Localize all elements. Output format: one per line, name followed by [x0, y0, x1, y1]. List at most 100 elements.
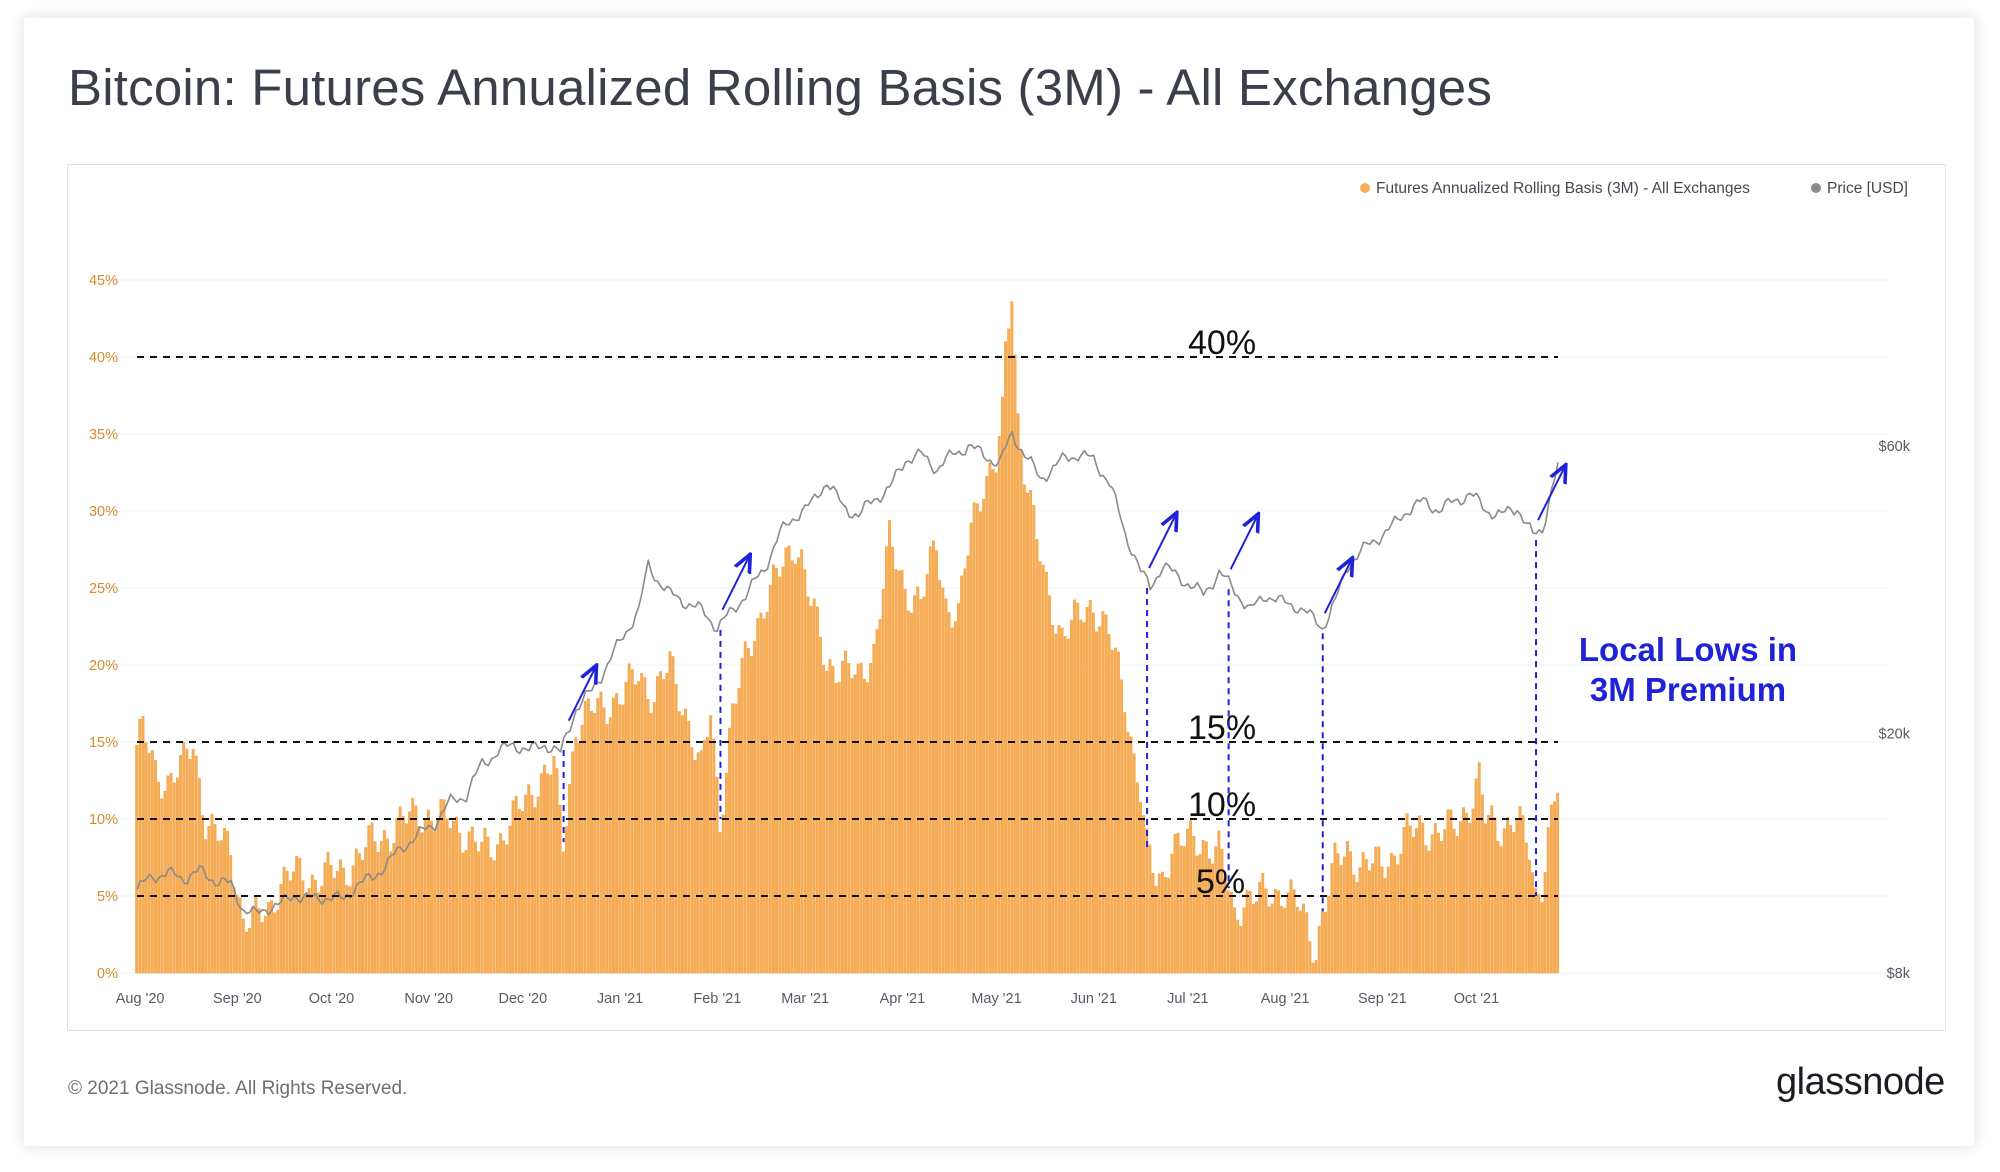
- bar: [270, 900, 273, 974]
- bar: [1418, 815, 1422, 974]
- bar: [1389, 852, 1393, 974]
- bar: [1556, 792, 1560, 974]
- bar: [1411, 836, 1415, 974]
- bar: [138, 718, 142, 974]
- bar: [1277, 890, 1280, 974]
- bar: [787, 545, 791, 974]
- bar: [1214, 846, 1218, 974]
- bar: [1509, 825, 1513, 974]
- legend-swatch-basis: [1360, 183, 1370, 193]
- bar: [991, 469, 995, 974]
- bar: [715, 776, 719, 974]
- bar: [1531, 872, 1534, 974]
- bar: [251, 906, 255, 974]
- left-axis-tick: 20%: [89, 658, 118, 674]
- bar: [1336, 853, 1340, 974]
- bar: [1154, 886, 1158, 974]
- bar: [1001, 396, 1004, 974]
- bar: [517, 808, 521, 974]
- left-axis-tick: 35%: [89, 427, 118, 443]
- bar: [295, 855, 299, 974]
- bar: [376, 851, 380, 974]
- bar: [837, 682, 841, 974]
- bar: [1157, 873, 1161, 974]
- bar: [229, 854, 233, 974]
- bar: [709, 715, 713, 974]
- bar: [361, 860, 364, 974]
- bar: [561, 851, 565, 974]
- bar: [461, 852, 465, 974]
- bar: [1051, 625, 1055, 974]
- bar: [1408, 825, 1412, 974]
- bar: [721, 814, 725, 974]
- bar: [1041, 564, 1045, 974]
- bar: [935, 550, 938, 974]
- bar: [298, 857, 302, 974]
- bar: [383, 829, 386, 974]
- bar: [555, 768, 559, 974]
- bar: [1289, 879, 1293, 974]
- bar: [897, 570, 901, 974]
- bar: [1211, 863, 1215, 974]
- bar: [367, 825, 371, 974]
- bar: [1019, 449, 1023, 974]
- bar: [580, 724, 584, 974]
- bar: [979, 511, 982, 974]
- bar: [743, 641, 747, 974]
- bar: [982, 499, 986, 974]
- bar: [1208, 858, 1211, 974]
- x-axis-tick: Aug '20: [116, 991, 165, 1007]
- x-axis-tick: Jan '21: [597, 991, 643, 1007]
- bar: [499, 832, 502, 974]
- bar: [1223, 877, 1227, 974]
- bar: [693, 759, 697, 974]
- bar: [464, 849, 468, 974]
- bar: [718, 832, 722, 974]
- bar: [1405, 813, 1409, 974]
- bar: [637, 681, 640, 974]
- bar: [699, 750, 703, 974]
- legend-swatch-price: [1811, 183, 1821, 193]
- x-axis-tick: Jun '21: [1071, 991, 1117, 1007]
- x-axis-tick: Nov '20: [404, 991, 453, 1007]
- bar: [605, 724, 609, 974]
- trend-arrow: [567, 669, 595, 722]
- bar: [806, 596, 810, 974]
- reference-lines: [137, 356, 1558, 897]
- bar: [1170, 853, 1174, 974]
- bar: [533, 807, 537, 974]
- chart-card: Bitcoin: Futures Annualized Rolling Basi…: [24, 18, 1974, 1146]
- bar: [241, 918, 245, 974]
- bar: [966, 555, 970, 974]
- bar: [445, 818, 449, 974]
- bar: [1076, 602, 1080, 974]
- bar: [364, 847, 368, 974]
- bar: [486, 836, 490, 974]
- trend-arrow: [1148, 516, 1175, 569]
- copyright-text: © 2021 Glassnode. All Rights Reserved.: [68, 1078, 408, 1099]
- bar: [1201, 839, 1205, 974]
- reference-label: 10%: [1188, 786, 1256, 824]
- bar: [1352, 874, 1356, 974]
- bar: [1095, 631, 1098, 974]
- x-axis-tick: Sep '20: [213, 991, 262, 1007]
- bar: [1396, 864, 1400, 974]
- bar: [608, 717, 612, 974]
- bar: [1007, 328, 1011, 974]
- bar: [213, 824, 217, 974]
- bar: [442, 799, 446, 974]
- bar: [1458, 821, 1462, 974]
- right-axis-tick: $8k: [1887, 966, 1911, 982]
- bar: [894, 569, 898, 974]
- bar: [1433, 823, 1437, 974]
- bar: [564, 826, 568, 974]
- bar: [988, 462, 992, 974]
- bar: [1217, 830, 1221, 974]
- x-axis-tick: Apr '21: [880, 991, 926, 1007]
- bar: [878, 619, 882, 974]
- bar: [671, 656, 675, 974]
- bar: [932, 540, 935, 974]
- bar: [169, 773, 173, 974]
- bar: [392, 843, 396, 974]
- bar: [1226, 890, 1230, 974]
